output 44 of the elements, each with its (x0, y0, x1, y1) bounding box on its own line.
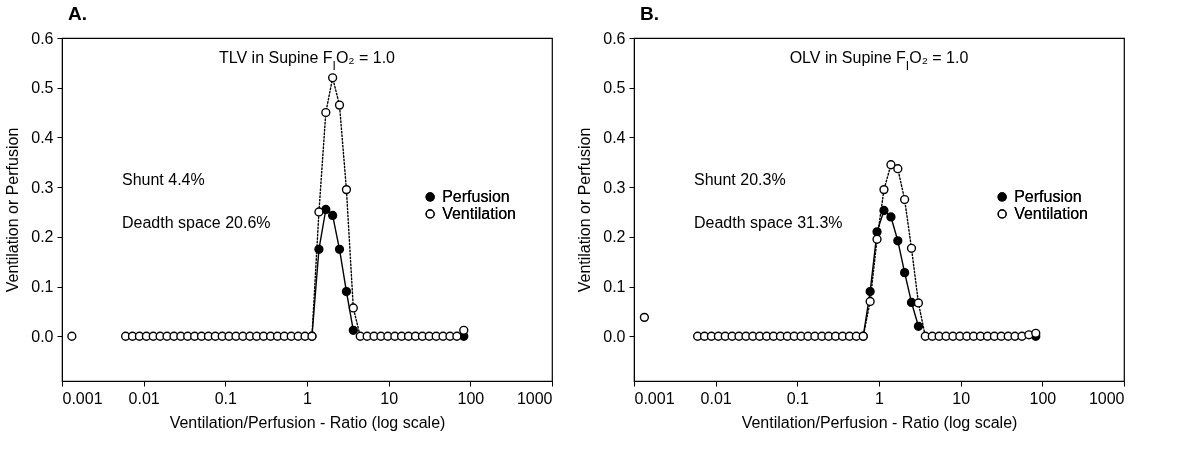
x-tick-label: 10 (952, 389, 971, 407)
x-tick-label: 100 (457, 389, 485, 407)
legend-label: Ventilation (1014, 204, 1088, 222)
annotation: Shunt 20.3% (694, 171, 786, 188)
legend-label: Perfusion (1014, 187, 1082, 205)
x-tick-label: 1 (875, 389, 885, 407)
y-tick-label: 0.1 (603, 278, 626, 296)
y-tick-label: 0.4 (31, 128, 54, 146)
chart-title: B. (640, 3, 659, 24)
y-tick-label: 0.2 (31, 228, 54, 246)
y-tick-label: 0.5 (31, 79, 54, 97)
y-tick-label: 0.6 (603, 29, 626, 47)
x-tick-label: 0.1 (214, 389, 238, 407)
y-tick-label: 0.2 (603, 228, 626, 246)
x-tick-label: 10 (380, 389, 399, 407)
y-tick-label: 0.3 (31, 178, 54, 196)
y-tick-label: 0.5 (603, 79, 626, 97)
x-axis-title: Ventilation/Perfusion - Ratio (log scale) (741, 413, 1018, 431)
x-tick-label: 0.1 (786, 389, 810, 407)
legend-label: Perfusion (442, 187, 510, 205)
y-tick-label: 0.0 (603, 327, 626, 345)
x-tick-label: 100 (1029, 389, 1057, 407)
annotation: TLV in Supine F$_{I}$O₂ = 1.0 (218, 49, 396, 73)
x-tick-label: 0.01 (700, 389, 732, 407)
x-tick-label: 1000 (1088, 389, 1125, 407)
annotation: OLV in Supine F$_{I}$O₂ = 1.0 (789, 49, 969, 73)
x-tick-label: 0.001 (634, 389, 675, 407)
y-tick-label: 0.3 (603, 178, 626, 196)
y-tick-label: 0.1 (31, 278, 54, 296)
y-tick-label: 0.6 (31, 29, 54, 47)
x-tick-label: 1 (303, 389, 313, 407)
y-axis-title: Ventilation or Perfusion (576, 127, 594, 293)
y-axis-title: Ventilation or Perfusion (4, 127, 22, 293)
y-tick-label: 0.4 (603, 128, 626, 146)
y-tick-label: 0.0 (31, 327, 54, 345)
x-tick-label: 0.01 (128, 389, 160, 407)
legend-label: Ventilation (442, 204, 516, 222)
x-tick-label: 0.001 (62, 389, 103, 407)
annotation: Deadth space 31.3% (694, 214, 843, 231)
x-axis-title: Ventilation/Perfusion - Ratio (log scale) (169, 413, 446, 431)
annotation: Shunt 4.4% (122, 171, 205, 188)
x-tick-label: 1000 (516, 389, 553, 407)
chart-title: A. (68, 3, 87, 24)
annotation: Deadth space 20.6% (122, 214, 271, 231)
